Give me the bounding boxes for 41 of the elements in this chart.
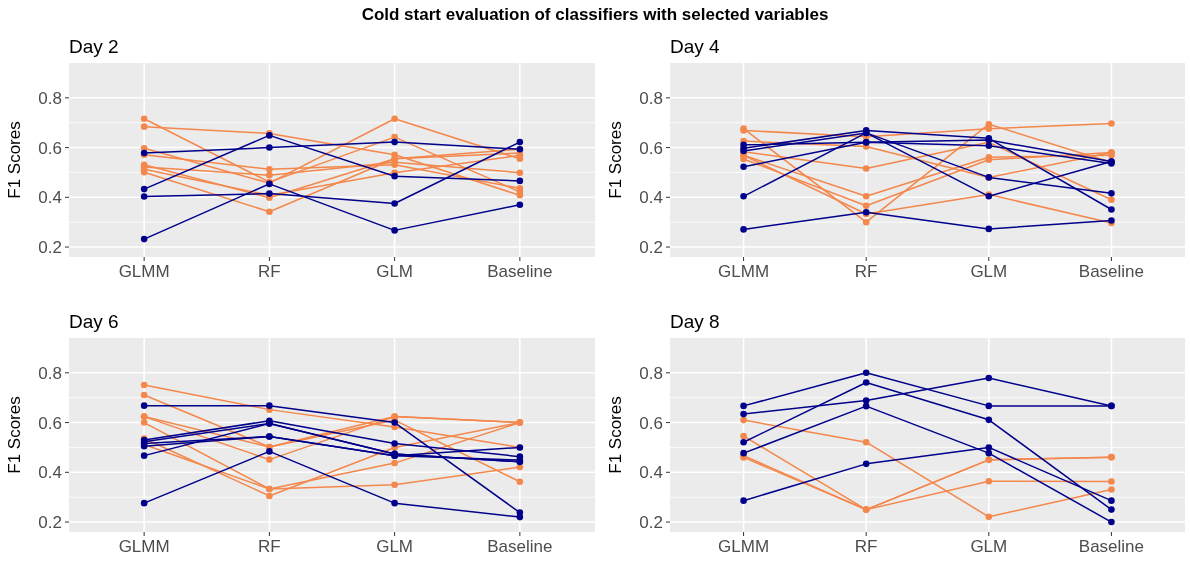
y-axis-title: F1 Scores: [606, 121, 625, 199]
y-tick-label: 0.2: [38, 513, 62, 532]
x-tick-label: GLM: [970, 537, 1008, 556]
x-tick-label: GLM: [376, 537, 414, 556]
chart-title: Day 4: [670, 36, 721, 57]
x-tick-label: RF: [258, 262, 281, 281]
x-tick-label: Baseline: [1078, 537, 1145, 556]
y-axis-title: F1 Scores: [5, 396, 24, 474]
x-tick-label: GLMM: [118, 262, 170, 281]
x-tick-label: GLMM: [718, 537, 770, 556]
chart-title: Day 6: [69, 311, 119, 332]
chart-title: Day 2: [69, 36, 119, 57]
y-tick-label: 0.4: [38, 463, 62, 483]
y-tick-label: 0.6: [639, 413, 663, 433]
y-tick-label: 0.8: [38, 88, 62, 108]
x-tick-label: GLMM: [718, 262, 770, 281]
x-tick-label: Baseline: [487, 262, 553, 281]
y-tick-label: 0.6: [38, 413, 62, 433]
y-tick-label: 0.2: [38, 238, 62, 257]
x-tick-label: Baseline: [1078, 262, 1145, 281]
x-tick-label: GLM: [970, 262, 1008, 281]
x-tick-label: Baseline: [487, 537, 553, 556]
x-tick-label: RF: [854, 537, 878, 556]
chart-title: Day 8: [670, 311, 720, 332]
y-tick-label: 0.6: [639, 138, 663, 158]
text: Cold start evaluation of classifiers with selected variables: [361, 5, 829, 24]
y-tick-label: 0.6: [38, 138, 62, 158]
y-tick-label: 0.8: [639, 363, 663, 383]
y-axis-title: F1 Scores: [5, 121, 24, 199]
y-tick-label: 0.8: [639, 88, 663, 108]
y-tick-label: 0.8: [38, 363, 62, 383]
y-tick-label: 0.2: [639, 238, 663, 257]
y-tick-label: 0.4: [38, 188, 62, 208]
x-tick-label: RF: [258, 537, 281, 556]
y-tick-label: 0.2: [639, 513, 663, 532]
x-tick-label: GLMM: [118, 537, 170, 556]
x-tick-label: GLM: [376, 262, 414, 281]
x-tick-label: RF: [854, 262, 878, 281]
y-tick-label: 0.4: [639, 463, 663, 483]
y-axis-title: F1 Scores: [606, 396, 625, 474]
y-tick-label: 0.4: [639, 188, 663, 208]
